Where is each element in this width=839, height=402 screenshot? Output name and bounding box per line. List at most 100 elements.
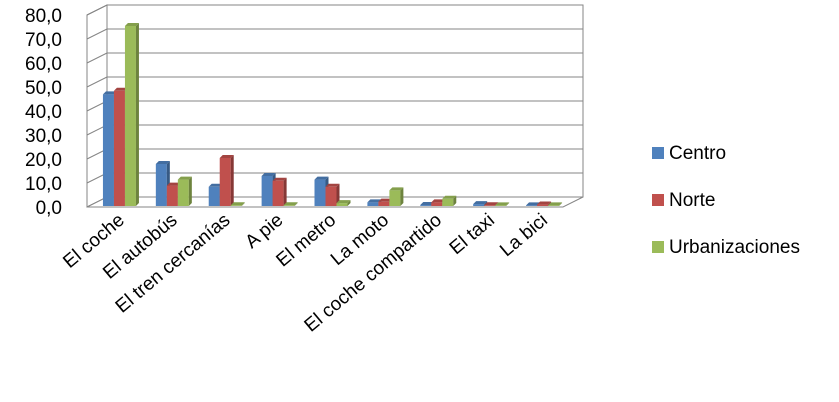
gridline-side [86,76,108,88]
gridline-side [86,52,108,64]
bar-top [325,183,340,187]
bar-side [347,200,351,206]
y-tick-label: 50,0 [25,78,62,99]
x-tick-label: El taxi [446,210,499,259]
bar-front [166,185,178,206]
bar-side [241,202,245,206]
bar-side [453,195,457,206]
bar-top [166,182,181,186]
bar-side [230,155,234,206]
y-tick-label: 80,0 [25,6,62,27]
bar-top [378,198,393,202]
legend: Centro Norte Urbanizaciones [652,143,800,258]
legend-label: Urbanizaciones [669,237,800,258]
bar-top [155,161,170,164]
bar-urbanizaciones-3 [283,202,298,206]
bar-front [420,205,432,206]
legend-swatch [652,241,664,253]
x-tick-label: La bici [496,210,552,261]
bar-top [367,199,382,203]
y-tick-label: 10,0 [25,174,62,195]
bar-front [389,190,401,206]
bar-top [537,201,552,205]
bar-front [537,204,549,206]
bar-front [367,202,379,206]
bar-front [177,179,189,206]
gridlines [86,4,583,184]
bar-front [219,158,231,206]
y-tick-label: 20,0 [25,150,62,171]
bar-side [135,23,139,206]
y-tick-label: 70,0 [25,30,62,51]
bars [102,23,563,206]
bar-norte-3 [272,177,287,206]
bar-urbanizaciones-5 [389,187,404,206]
bar-top [124,23,139,26]
x-tick-label: A pie [241,210,287,253]
bar-urbanizaciones-8 [548,202,563,206]
bar-side [294,202,298,206]
bar-urbanizaciones-2 [230,202,245,206]
bar-front [102,94,114,206]
bar-front [473,204,485,206]
bar-urbanizaciones-0 [124,23,139,206]
bar-front [208,186,220,206]
bar-top [495,202,510,206]
y-tick-label: 0,0 [36,198,62,219]
bar-top [484,202,499,206]
bar-front [261,176,273,206]
bar-front [124,26,136,206]
bar-top [219,155,234,158]
bar-top [177,176,192,180]
legend-label: Norte [669,190,715,211]
gridline-side [86,4,108,16]
legend-label: Centro [669,143,726,164]
legend-swatch [652,147,664,159]
bar-front [336,203,348,206]
legend-swatch [652,194,664,206]
bar-norte-4 [325,183,340,206]
bar-front [272,180,284,206]
bar-urbanizaciones-1 [177,176,192,206]
bar-urbanizaciones-6 [442,195,457,206]
bar-side [188,176,192,206]
y-tick-label: 40,0 [25,102,62,123]
gridline-side [86,28,108,40]
bar-front [378,201,390,206]
bar-front [484,205,496,206]
bar-front [442,198,454,206]
bar-front [113,90,125,206]
bar-top [336,200,351,204]
bar-front [495,205,507,206]
bar-side [400,187,404,206]
bar-side [506,202,510,206]
bar-front [431,202,443,206]
x-tick-label: El metro [273,210,341,272]
bar-front [325,186,337,206]
bar-top [208,183,223,187]
y-tick-label: 30,0 [25,126,62,147]
bar-top [526,202,541,206]
bar-front [283,205,295,206]
bar-top [314,176,329,180]
bar-front [526,205,538,206]
bar-front [230,205,242,206]
bar-front [314,179,326,206]
bar-top [473,201,488,205]
y-axis-ticks: 0,0 10,0 20,0 30,0 40,0 50,0 60,0 70,0 80,0 [25,6,62,219]
bar-front [155,164,167,206]
bar-norte-2 [219,155,234,206]
bar-top [431,199,446,203]
bar-side [336,183,340,206]
y-tick-label: 60,0 [25,54,62,75]
bar-side [283,177,287,206]
bar-side [559,202,563,206]
bar-top [113,87,128,91]
bar-top [389,187,404,191]
bar-top [102,91,117,95]
bar-top [283,202,298,206]
bar-top [272,177,287,181]
bar-urbanizaciones-4 [336,200,351,206]
